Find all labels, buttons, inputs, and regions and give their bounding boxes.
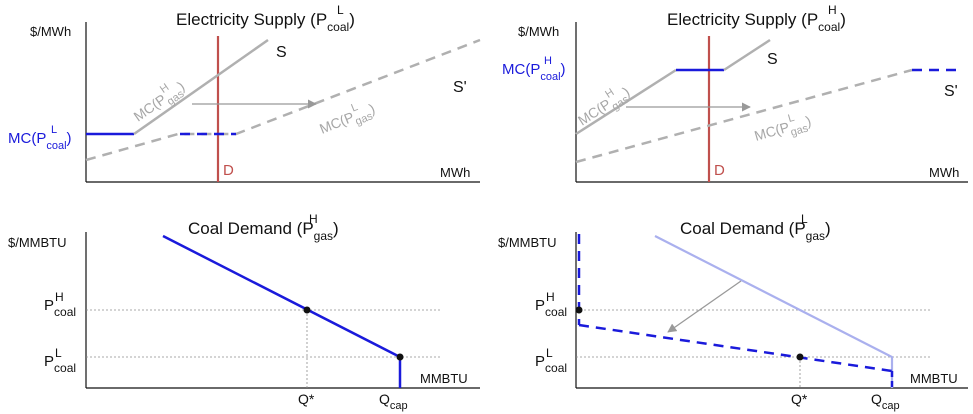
y-unit-label: $/MWh <box>518 24 559 39</box>
mc-gas-low-label: MC(Pgas) <box>317 100 379 141</box>
coal-demand-curve <box>162 234 402 388</box>
coal-demand-curve-original <box>654 235 894 388</box>
panel-top-right: Electricity Supply (Pcoal) H $/MWh MWh D… <box>502 3 968 183</box>
demand-label: D <box>223 162 234 179</box>
supply-curve-s-gas <box>575 68 677 136</box>
x-unit-label: MMBTU <box>910 371 958 386</box>
chart-title-superscript: L <box>801 212 808 226</box>
price-high-label: Pcoal <box>535 297 567 319</box>
price-high-superscript: H <box>546 290 555 304</box>
equilibrium-point-high <box>575 306 583 314</box>
q-star-label: Q* <box>298 391 315 407</box>
shift-arrow <box>667 280 742 333</box>
price-high-label: Pcoal <box>44 297 76 319</box>
panel-top-left: Electricity Supply (Pcoal) L $/MWh MWh D… <box>8 3 481 183</box>
supply-s-label: S <box>767 51 778 68</box>
price-high-superscript: H <box>55 290 64 304</box>
supply-s-label: S <box>276 44 287 61</box>
price-low-label: Pcoal <box>535 353 567 375</box>
mc-gas-low-superscript: L <box>350 101 360 114</box>
equilibrium-point <box>303 306 311 314</box>
y-unit-label: $/MMBTU <box>8 235 67 250</box>
price-low-label: Pcoal <box>44 353 76 375</box>
x-unit-label: MWh <box>440 165 470 180</box>
x-unit-label: MMBTU <box>420 371 468 386</box>
supply-curve-s-gas-upper <box>723 38 771 72</box>
supply-curve-s-prime <box>575 68 913 164</box>
capacity-point <box>396 353 404 361</box>
coal-demand-curve-shifted <box>578 323 893 373</box>
mc-gas-low-superscript: L <box>787 112 796 125</box>
x-unit-label: MWh <box>929 165 959 180</box>
mc-coal-label: MC(Pcoal) <box>8 130 72 152</box>
supply-s-prime-label: S' <box>453 79 467 96</box>
demand-label: D <box>714 162 725 179</box>
q-cap-label: Qcap <box>379 391 408 412</box>
mc-coal-superscript: L <box>51 124 57 136</box>
chart-title-superscript: H <box>309 212 318 226</box>
chart-title: Coal Demand (Pgas) <box>680 219 831 243</box>
supply-curve-s <box>133 38 269 136</box>
chart-title: Electricity Supply (Pcoal) <box>176 10 355 34</box>
chart-title: Electricity Supply (Pcoal) <box>667 10 846 34</box>
price-low-superscript: L <box>546 346 553 360</box>
chart-title-superscript: L <box>337 3 344 17</box>
equilibrium-point-low <box>796 353 804 361</box>
y-unit-label: $/MMBTU <box>498 235 557 250</box>
mc-coal-superscript: H <box>544 55 552 67</box>
panel-bottom-right: Coal Demand (Pgas) L $/MMBTU MMBTU Pcoal… <box>498 212 968 412</box>
q-cap-label: Qcap <box>871 391 900 412</box>
price-low-superscript: L <box>55 346 62 360</box>
supply-s-prime-label: S' <box>944 83 958 100</box>
chart-title: Coal Demand (Pgas) <box>188 219 339 243</box>
chart-title-superscript: H <box>828 3 837 17</box>
y-unit-label: $/MWh <box>30 24 71 39</box>
q-star-label: Q* <box>791 391 808 407</box>
mc-coal-label: MC(Pcoal) <box>502 61 566 83</box>
panel-bottom-left: Coal Demand (Pgas) H $/MMBTU MMBTU Pcoal… <box>8 212 480 412</box>
mc-gas-low-label: MC(Pgas) <box>752 112 814 148</box>
